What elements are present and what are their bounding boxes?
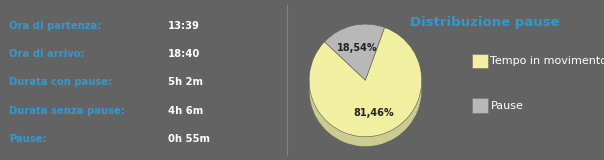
Text: 18,54%: 18,54% — [337, 43, 378, 52]
Wedge shape — [324, 24, 385, 80]
Text: 4h 6m: 4h 6m — [168, 106, 204, 116]
Text: Pause:: Pause: — [8, 134, 47, 144]
Text: 81,46%: 81,46% — [353, 108, 394, 118]
Text: Distribuzione pause: Distribuzione pause — [410, 16, 559, 29]
Text: Durata con pause:: Durata con pause: — [8, 77, 112, 87]
Wedge shape — [324, 34, 385, 90]
Bar — [472, 98, 487, 113]
Text: Pause: Pause — [490, 101, 523, 111]
Text: 5h 2m: 5h 2m — [168, 77, 203, 87]
Wedge shape — [309, 28, 422, 137]
Text: 18:40: 18:40 — [168, 49, 201, 59]
Text: Ora di arrivo:: Ora di arrivo: — [8, 49, 85, 59]
Text: 0h 55m: 0h 55m — [168, 134, 210, 144]
Wedge shape — [309, 37, 422, 147]
Bar — [472, 54, 487, 68]
Text: Ora di partenza:: Ora di partenza: — [8, 21, 101, 31]
Text: Durata senza pause:: Durata senza pause: — [8, 106, 124, 116]
Text: 13:39: 13:39 — [168, 21, 200, 31]
Text: Tempo in movimento: Tempo in movimento — [490, 56, 604, 66]
